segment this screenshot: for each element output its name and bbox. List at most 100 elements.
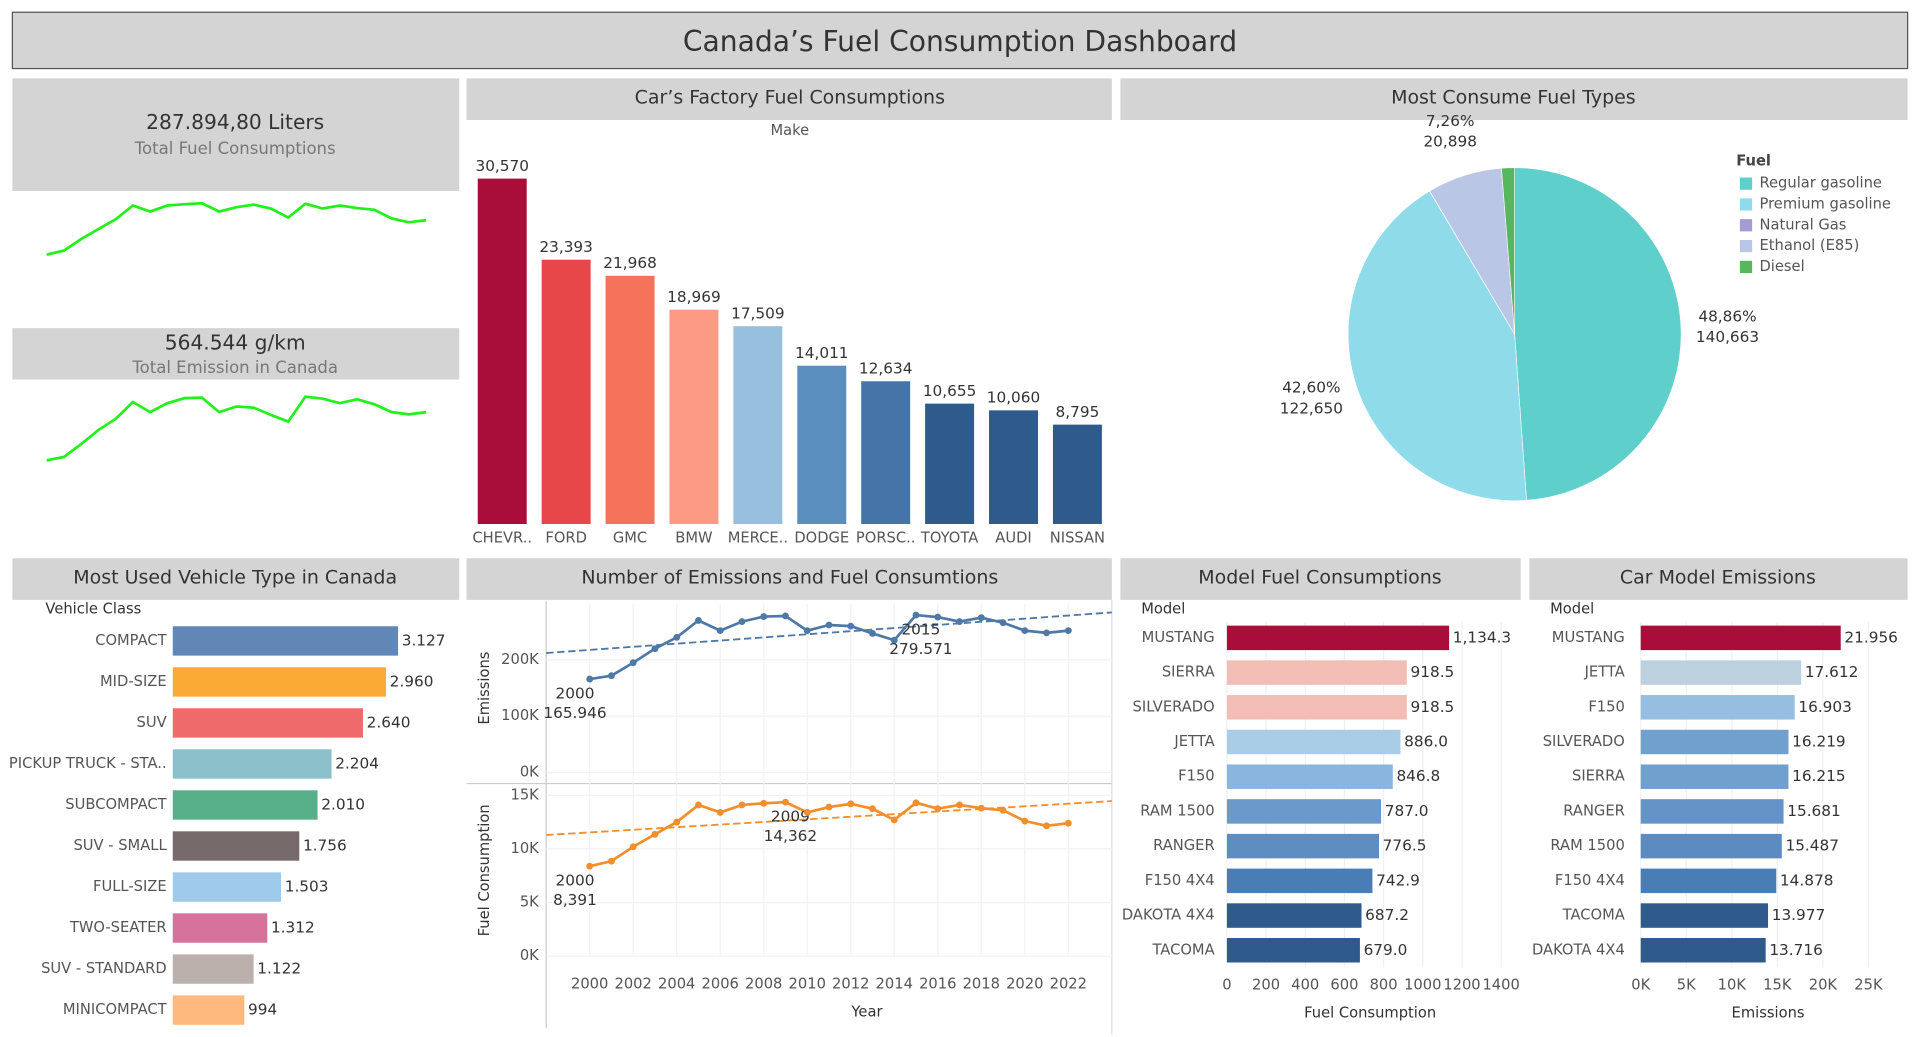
kpi-label: Total Fuel Consumptions — [134, 139, 336, 158]
x-axis-label: Make — [770, 122, 809, 139]
y-tick-label: JETTA — [1173, 733, 1214, 750]
bar — [541, 259, 591, 525]
data-point — [651, 645, 659, 653]
y-axis-label: Model — [1550, 601, 1594, 618]
slice-value-label: 20,898 — [1423, 133, 1477, 151]
data-point — [803, 627, 811, 635]
x-tick-label: PORSC.. — [856, 530, 916, 547]
x-tick-label: 2010 — [789, 975, 826, 992]
data-point — [782, 612, 789, 620]
value-label: 1,134.3 — [1453, 628, 1511, 646]
bar — [477, 178, 527, 525]
value-label: 2.960 — [390, 672, 434, 690]
value-label: 18,969 — [667, 288, 721, 306]
chart-title: Most Consume Fuel Types — [1391, 86, 1636, 108]
x-tick-label: 2002 — [615, 975, 652, 992]
y-tick-label: SUV - SMALL — [73, 837, 167, 854]
annotation-year: 2000 — [556, 684, 595, 702]
value-label: 679.0 — [1364, 941, 1408, 959]
x-tick-label: 10K — [1718, 977, 1747, 994]
x-axis-label: Emissions — [1732, 1005, 1805, 1022]
bar — [1226, 764, 1393, 789]
panel-header — [1120, 558, 1521, 600]
data-point — [999, 806, 1007, 814]
slice-value-label: 122,650 — [1280, 400, 1343, 418]
value-label: 994 — [248, 1001, 277, 1019]
y-tick-label: PICKUP TRUCK - STA.. — [9, 755, 167, 772]
value-label: 13.716 — [1769, 941, 1823, 959]
data-point — [934, 613, 942, 621]
data-point — [1021, 817, 1029, 825]
bar — [1226, 729, 1401, 755]
data-point — [847, 622, 855, 630]
legend-swatch — [1739, 260, 1753, 274]
x-tick-label: 200 — [1252, 977, 1280, 994]
data-point — [629, 843, 637, 851]
annotation-year: 2009 — [771, 807, 810, 825]
y-tick-label: SUV - STANDARD — [41, 960, 167, 977]
data-point — [934, 805, 942, 813]
slice-percent-label: 42,60% — [1282, 379, 1340, 397]
value-label: 687.2 — [1365, 906, 1409, 924]
bar — [172, 749, 332, 779]
y-tick-label: MUSTANG — [1142, 629, 1215, 646]
y-tick-label: SILVERADO — [1543, 733, 1625, 750]
value-label: 846.8 — [1396, 767, 1440, 785]
bar — [1640, 833, 1782, 859]
bar — [861, 381, 911, 525]
value-label: 10,060 — [987, 389, 1041, 407]
data-point — [673, 818, 681, 826]
y-tick-label: RANGER — [1153, 837, 1215, 854]
bar — [1640, 868, 1777, 894]
kpi-value: 564.544 g/km — [165, 331, 306, 355]
panel-header — [466, 78, 1112, 120]
x-tick-label: 1000 — [1404, 977, 1441, 994]
x-tick-label: 2014 — [876, 975, 913, 992]
pie-slice — [1347, 190, 1527, 502]
panel-header — [1529, 558, 1908, 600]
x-tick-label: BMW — [675, 530, 713, 547]
data-point — [977, 614, 985, 622]
value-label: 17.612 — [1805, 663, 1859, 681]
x-tick-label: 2020 — [1006, 975, 1043, 992]
value-label: 918.5 — [1411, 698, 1455, 716]
data-point — [608, 672, 615, 680]
data-point — [890, 636, 898, 644]
x-tick-label: 1200 — [1443, 977, 1480, 994]
data-point — [869, 805, 876, 813]
data-point — [869, 630, 876, 637]
data-point — [1043, 822, 1050, 830]
bar — [669, 309, 719, 525]
value-label: 886.0 — [1404, 732, 1448, 750]
x-tick-label: 2012 — [832, 975, 869, 992]
bar — [1640, 903, 1769, 928]
bar — [172, 831, 300, 861]
legend-label: Natural Gas — [1759, 216, 1846, 233]
chart-title: Model Fuel Consumptions — [1198, 566, 1441, 588]
data-point — [738, 801, 746, 809]
value-label: 918.5 — [1411, 663, 1455, 681]
value-label: 14,011 — [795, 344, 849, 362]
value-label: 742.9 — [1376, 871, 1420, 889]
x-tick-label: 2022 — [1050, 975, 1087, 992]
kpi-panel — [12, 78, 460, 191]
bar — [172, 790, 318, 820]
bar — [605, 275, 655, 525]
value-label: 2.010 — [321, 795, 365, 813]
data-point — [695, 801, 702, 809]
y-tick-label: SIERRA — [1162, 664, 1215, 681]
value-label: 21,968 — [603, 254, 657, 272]
value-label: 21.956 — [1844, 628, 1898, 646]
data-point — [716, 809, 724, 816]
slice-percent-label: 48,86% — [1698, 307, 1756, 325]
data-point — [1043, 629, 1050, 637]
y-tick-label: RANGER — [1563, 802, 1625, 819]
legend-swatch — [1739, 198, 1753, 211]
x-tick-label: 0K — [1631, 977, 1650, 994]
title-bar — [11, 11, 1909, 70]
legend-title: Fuel — [1736, 153, 1771, 170]
data-point — [956, 618, 963, 626]
x-tick-label: 1400 — [1482, 977, 1519, 994]
y-tick-label: 0K — [520, 947, 539, 964]
